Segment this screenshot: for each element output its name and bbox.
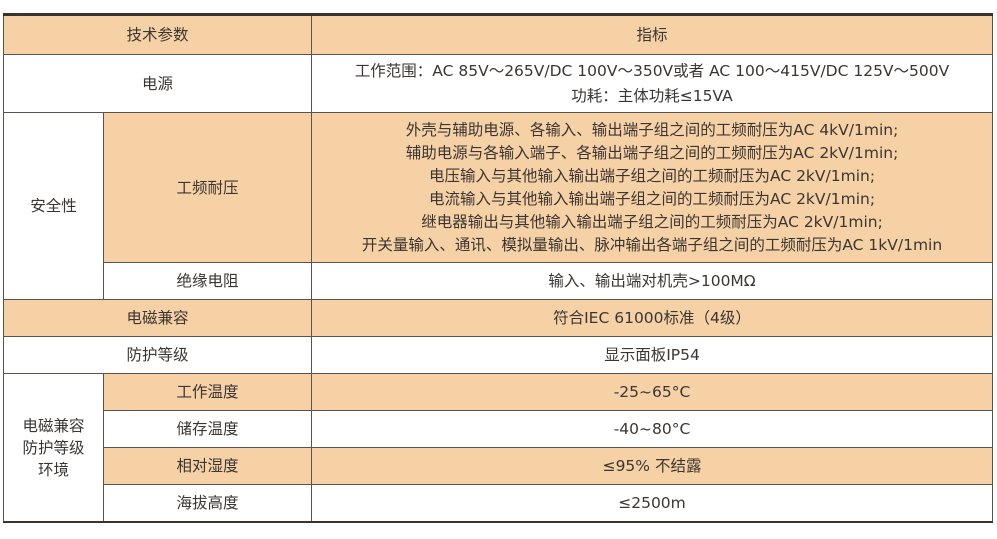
cell-insulation-label: 绝缘电阻 [102,262,313,300]
header-cell-indicator: 指标 [311,14,994,55]
withstand-line: 电压输入与其他输入输出端子组之间的工频耐压为AC 2kV/1min; [428,166,876,185]
spec-table: 技术参数 指标 电源 工作范围：AC 85V～265V/DC 100V～350V… [2,13,994,523]
withstand-line: 辅助电源与各输入端子、各输出端子组之间的工频耐压为AC 2kV/1min; [405,143,899,162]
cell-power-value: 工作范围：AC 85V～265V/DC 100V～350V或者 AC 100～4… [311,54,994,113]
env-row-altitude: 海拔高度 ≤2500m [4,484,994,523]
cell-power-label: 电源 [2,54,313,113]
withstand-row: 安全性 工频耐压 外壳与辅助电源、各输入、输出端子组之间的工频耐压为AC 4kV… [3,112,994,300]
power-consumption-line: 功耗：主体功耗≤15VA [571,86,733,105]
emc-row: 电磁兼容 符合IEC 61000标准（4级） [2,299,994,337]
power-row: 电源 工作范围：AC 85V～265V/DC 100V～350V或者 AC 10… [2,54,994,113]
cell-environment-group-label: 电磁兼容 防护等级 环境 [3,373,104,523]
power-range-line: 工作范围：AC 85V～265V/DC 100V～350V或者 AC 100～4… [354,61,950,80]
cell-protection-label: 防护等级 [2,336,313,374]
withstand-line: 开关量输入、通讯、模拟量输出、脉冲输出各端子组之间的工频耐压为AC 1kV/1m… [361,235,943,254]
cell-env-row-label: 海拔高度 [102,484,313,523]
cell-env-row-value: ≤2500m [311,484,994,523]
environment-label-line: 电磁兼容 [22,416,85,435]
withstand-line: 外壳与辅助电源、各输入、输出端子组之间的工频耐压为AC 4kV/1min; [405,120,899,139]
cell-insulation-value: 输入、输出端对机壳>100MΩ [311,262,994,300]
header-row: 技术参数 指标 [2,14,994,55]
env-row-humidity: 相对湿度 ≤95% 不结露 [4,447,994,485]
environment-label-line: 环境 [37,460,69,479]
withstand-line: 电流输入与其他输入输出端子组之间的工频耐压为AC 2kV/1min; [428,189,876,208]
env-row-storage-temp: 储存温度 -40~80°C [4,410,994,448]
cell-emc-value: 符合IEC 61000标准（4级） [311,299,994,337]
cell-protection-value: 显示面板IP54 [311,336,994,374]
cell-safety-group-label: 安全性 [3,112,104,300]
environment-label-line: 防护等级 [22,438,85,457]
cell-emc-label: 电磁兼容 [2,299,313,337]
cell-withstand-value: 外壳与辅助电源、各输入、输出端子组之间的工频耐压为AC 4kV/1min; 辅助… [311,112,994,263]
cell-env-row-value: -25~65°C [311,373,994,411]
cell-env-row-value: -40~80°C [311,410,994,448]
withstand-line: 继电器输出与其他输入输出端子组之间的工频耐压为AC 2kV/1min; [421,212,883,231]
cell-env-row-label: 相对湿度 [102,447,313,485]
cell-env-row-label: 储存温度 [102,410,313,448]
cell-env-row-label: 工作温度 [102,373,313,411]
cell-withstand-label: 工频耐压 [102,112,313,263]
cell-env-row-value: ≤95% 不结露 [311,447,994,485]
insulation-row: 绝缘电阻 输入、输出端对机壳>100MΩ [4,262,994,300]
env-row-working-temp: 电磁兼容 防护等级 环境 工作温度 -25~65°C [3,373,994,523]
header-cell-tech-param: 技术参数 [2,14,313,55]
protection-row: 防护等级 显示面板IP54 [2,336,994,374]
